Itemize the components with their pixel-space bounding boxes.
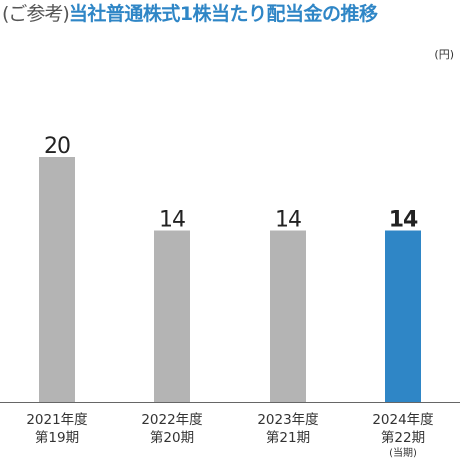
data-label-1: 20 [44,134,70,159]
data-label-4: 14 [389,208,418,233]
x-tick-period-3: 第21期 [266,429,310,446]
x-tick-period-4: 第22期 [381,429,425,446]
data-label-2: 14 [159,208,185,233]
x-tick-year-2: 2022年度 [141,412,202,428]
x-tick-year-3: 2023年度 [257,412,318,428]
title-prefix: (ご参考) [2,3,70,25]
x-tick-period-1: 第19期 [35,429,79,446]
x-tick-year-4: 2024年度 [372,412,433,428]
x-tick-year-1: 2021年度 [26,412,87,428]
unit-label: (円) [434,48,454,61]
x-tick-note-4: (当期) [389,446,417,459]
bar-3 [270,230,306,402]
chart-title: (ご参考)当社普通株式1株当たり配当金の推移 [2,0,378,28]
title-main: 当社普通株式1株当たり配当金の推移 [68,3,378,25]
bar-1 [39,157,75,402]
bar-2 [154,230,190,402]
bar-4 [385,230,421,402]
data-label-3: 14 [275,208,301,233]
x-tick-period-2: 第20期 [150,429,194,446]
